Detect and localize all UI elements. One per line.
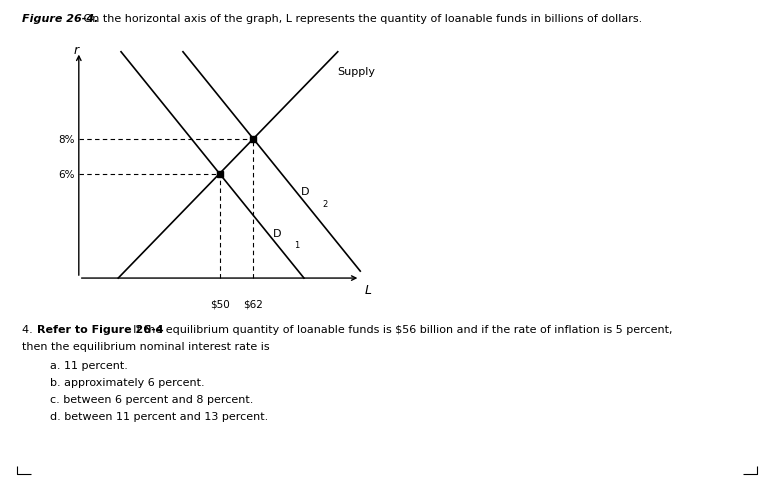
- Text: d. between 11 percent and 13 percent.: d. between 11 percent and 13 percent.: [50, 411, 269, 422]
- Text: $62: $62: [243, 299, 263, 308]
- Text: then the equilibrium nominal interest rate is: then the equilibrium nominal interest ra…: [22, 341, 269, 351]
- Text: D: D: [301, 187, 310, 197]
- Text: 1: 1: [294, 241, 300, 250]
- Text: a. 11 percent.: a. 11 percent.: [50, 361, 128, 371]
- Text: 8%: 8%: [58, 135, 74, 145]
- Text: 4.: 4.: [22, 324, 36, 334]
- Text: 6%: 6%: [58, 169, 74, 179]
- Text: $50: $50: [210, 299, 229, 308]
- Text: D: D: [273, 228, 282, 238]
- Text: Supply: Supply: [337, 67, 375, 77]
- Text: L: L: [365, 284, 372, 297]
- Text: c. between 6 percent and 8 percent.: c. between 6 percent and 8 percent.: [50, 394, 254, 405]
- Text: b. approximately 6 percent.: b. approximately 6 percent.: [50, 378, 205, 388]
- Text: r: r: [74, 44, 78, 57]
- Text: . If the equilibrium quantity of loanable funds is $56 billion and if the rate o: . If the equilibrium quantity of loanabl…: [126, 324, 673, 334]
- Text: On the horizontal axis of the graph, L represents the quantity of loanable funds: On the horizontal axis of the graph, L r…: [80, 14, 642, 24]
- Text: Refer to Figure 26-4: Refer to Figure 26-4: [37, 324, 164, 334]
- Text: 2: 2: [322, 199, 327, 208]
- Text: Figure 26-4.: Figure 26-4.: [22, 14, 98, 24]
